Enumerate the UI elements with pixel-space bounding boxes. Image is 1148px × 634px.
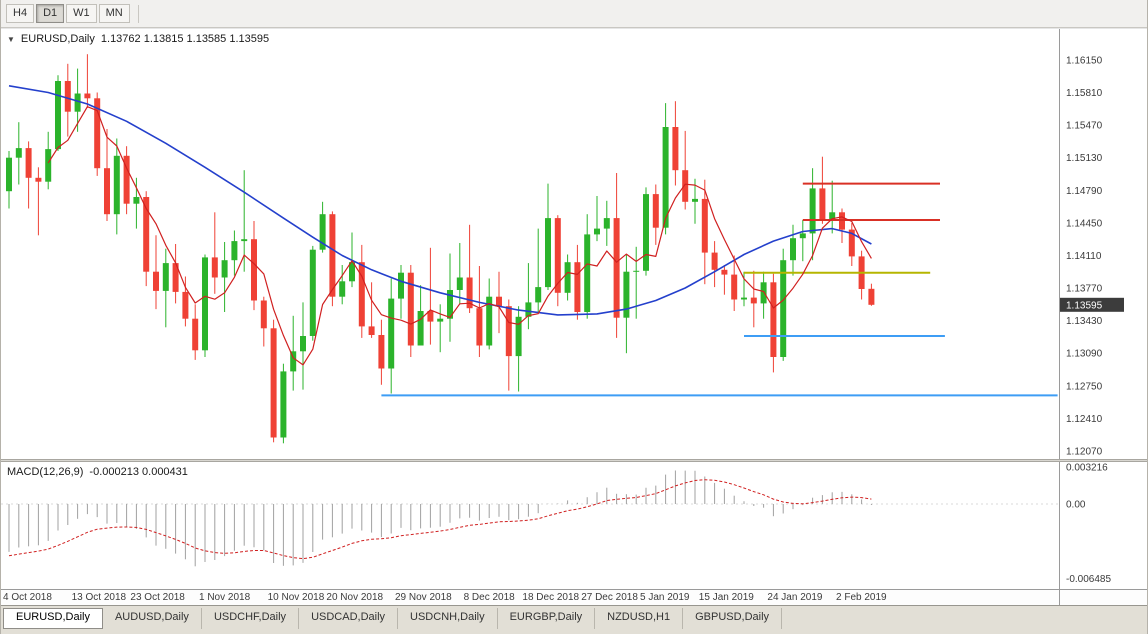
- tab-usdcad-daily[interactable]: USDCAD,Daily: [299, 608, 399, 629]
- pane-splitter[interactable]: [1, 459, 1147, 462]
- ma-fast-line: [47, 106, 872, 366]
- tab-nzdusd-h1[interactable]: NZDUSD,H1: [595, 608, 684, 629]
- current-price-badge: 1.13595: [1060, 297, 1124, 312]
- macd-axis-labels: 0.003216 0.00 -0.006485: [1066, 463, 1111, 586]
- time-axis-label: 2 Feb 2019: [836, 592, 887, 603]
- svg-text:1.12410: 1.12410: [1066, 414, 1103, 425]
- svg-text:1.14110: 1.14110: [1066, 251, 1102, 262]
- toolbar-separator: [137, 4, 139, 23]
- candlesticks: [6, 54, 875, 444]
- svg-text:1.13430: 1.13430: [1066, 316, 1103, 327]
- chart-tab-bar: EURUSD,Daily AUDUSD,Daily USDCHF,Daily U…: [1, 605, 1147, 634]
- svg-text:0.00: 0.00: [1066, 500, 1086, 511]
- tab-eurgbp-daily[interactable]: EURGBP,Daily: [498, 608, 596, 629]
- svg-text:1.13090: 1.13090: [1066, 349, 1103, 360]
- tab-usdchf-daily[interactable]: USDCHF,Daily: [202, 608, 300, 629]
- tab-gbpusd-daily[interactable]: GBPUSD,Daily: [683, 608, 783, 629]
- tab-audusd-daily[interactable]: AUDUSD,Daily: [103, 608, 202, 629]
- macd-canvas[interactable]: 0.003216 0.00 -0.006485: [1, 462, 1148, 589]
- time-axis-label: 23 Oct 2018: [130, 592, 185, 603]
- price-axis-labels: 1.16150 1.15810 1.15470 1.15130 1.14790 1.144…: [1066, 56, 1103, 458]
- timeframe-h4-button[interactable]: H4: [6, 4, 35, 23]
- svg-text:-0.006485: -0.006485: [1066, 574, 1111, 585]
- svg-text:1.13595: 1.13595: [1066, 300, 1103, 311]
- svg-text:1.14790: 1.14790: [1066, 186, 1103, 197]
- timeframe-toolbar: H4 D1 W1 MN: [1, 0, 1147, 28]
- time-axis-label: 15 Jan 2019: [698, 592, 754, 603]
- svg-text:1.15130: 1.15130: [1066, 153, 1103, 164]
- macd-histogram: [8, 470, 872, 567]
- svg-text:1.12750: 1.12750: [1066, 381, 1103, 392]
- svg-text:1.15470: 1.15470: [1066, 121, 1103, 132]
- svg-text:0.003216: 0.003216: [1066, 463, 1108, 474]
- time-axis-label: 4 Oct 2018: [3, 592, 52, 603]
- time-axis[interactable]: 4 Oct 2018 13 Oct 2018 23 Oct 2018 1 Nov 20…: [1, 589, 1147, 605]
- timeframe-mn-button[interactable]: MN: [98, 4, 130, 23]
- main-chart-pane: 1.16150 1.15810 1.15470 1.15130 1.14790 1.144…: [1, 29, 1147, 459]
- svg-text:1.14450: 1.14450: [1066, 218, 1103, 229]
- chart-window: 1.16150 1.15810 1.15470 1.15130 1.14790 1.144…: [1, 28, 1147, 605]
- time-axis-label: 10 Nov 2018: [267, 592, 325, 603]
- main-chart-canvas[interactable]: 1.16150 1.15810 1.15470 1.15130 1.14790 1.144…: [1, 29, 1148, 459]
- ma-slow-line: [8, 85, 872, 316]
- svg-text:1.13770: 1.13770: [1066, 284, 1103, 295]
- timeframe-d1-button[interactable]: D1: [36, 4, 65, 23]
- time-axis-label: 20 Nov 2018: [326, 592, 384, 603]
- time-axis-label: 5 Jan 2019: [640, 592, 690, 603]
- tab-eurusd-daily[interactable]: EURUSD,Daily: [3, 608, 103, 629]
- macd-pane: 0.003216 0.00 -0.006485 MACD(12,26,9) -0.0…: [1, 462, 1147, 589]
- svg-text:1.16150: 1.16150: [1066, 56, 1103, 67]
- time-axis-label: 1 Nov 2018: [199, 592, 251, 603]
- svg-text:1.12070: 1.12070: [1066, 447, 1103, 458]
- tab-usdcnh-daily[interactable]: USDCNH,Daily: [398, 608, 498, 629]
- time-axis-label: 8 Dec 2018: [463, 592, 515, 603]
- time-axis-label: 13 Oct 2018: [71, 592, 127, 603]
- time-axis-label: 24 Jan 2019: [767, 592, 823, 603]
- chart-collapse-icon[interactable]: ▼: [7, 35, 15, 44]
- timeframe-w1-button[interactable]: W1: [66, 4, 97, 23]
- time-axis-label: 18 Dec 2018: [522, 592, 580, 603]
- svg-text:1.15810: 1.15810: [1066, 88, 1103, 99]
- time-axis-label: 27 Dec 2018: [581, 592, 638, 603]
- time-axis-label: 29 Nov 2018: [395, 592, 452, 603]
